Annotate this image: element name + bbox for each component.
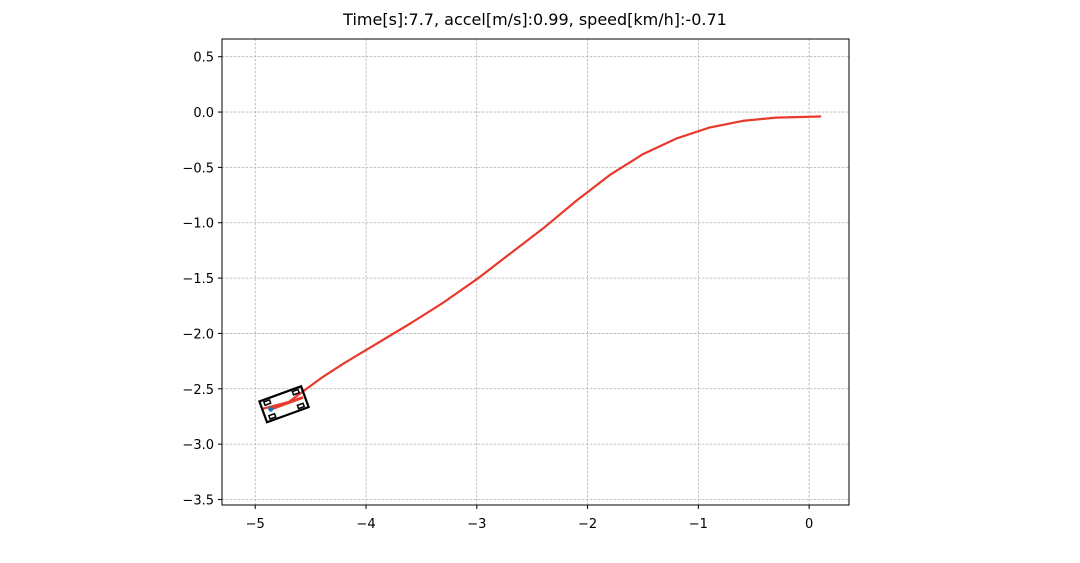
y-tick-label: 0.0 xyxy=(193,106,214,121)
x-tick-label: 0 xyxy=(805,517,813,532)
chart-title: Time[s]:7.7, accel[m/s]:0.99, speed[km/h… xyxy=(342,10,727,29)
x-tick-label: −2 xyxy=(578,517,597,532)
trajectory-series xyxy=(261,115,822,410)
vehicle-heading-line xyxy=(270,395,304,411)
vehicle-wheel xyxy=(291,388,301,396)
y-tick-label: 0.5 xyxy=(193,51,214,66)
vehicle-glyph xyxy=(258,384,311,424)
y-tick-label: −2.5 xyxy=(182,383,214,398)
axis-ticks: −5 −4 −3 −2 −1 0 0.5 0.0 −0.5 −1.0 −1.5 −2.0 −2.5 −3.… xyxy=(182,51,813,532)
vehicle-wheel xyxy=(262,398,272,407)
vehicle-outline xyxy=(258,384,311,424)
y-tick-label: −1.5 xyxy=(182,272,214,287)
x-tick-label: −3 xyxy=(467,517,486,532)
y-tick-label: −3.0 xyxy=(182,438,214,453)
vehicle-wheel xyxy=(267,412,277,420)
y-tick-label: −0.5 xyxy=(182,161,214,176)
vehicle-rear-marker xyxy=(268,406,274,412)
vehicle-body xyxy=(258,384,311,424)
x-tick-label: −1 xyxy=(689,517,708,532)
x-tick-label: −5 xyxy=(246,517,265,532)
axes-frame xyxy=(221,38,850,506)
x-tick-label: −4 xyxy=(356,517,375,532)
y-tick-label: −1.0 xyxy=(182,217,214,232)
y-tick-label: −2.0 xyxy=(182,327,214,342)
y-tick-label: −3.5 xyxy=(182,493,214,508)
grid-lines xyxy=(222,39,849,505)
trajectory-line xyxy=(261,115,822,410)
vehicle-wheel xyxy=(296,402,306,410)
